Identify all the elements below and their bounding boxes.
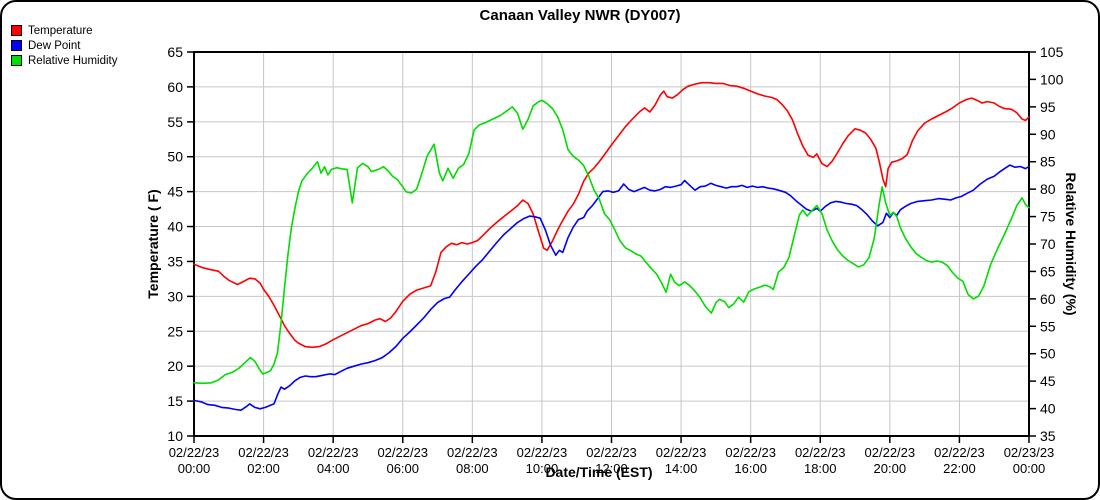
right-tick-label: 80 [1040,181,1056,197]
x-tick-time: 22:00 [943,461,976,476]
temperature-swatch-icon [11,25,22,36]
right-tick-label: 35 [1040,428,1056,444]
x-tick-date: 02/22/23 [865,445,916,460]
dew-point-swatch-icon [11,40,22,51]
x-tick-time: 10:00 [526,461,559,476]
relative-humidity-swatch-icon [11,55,22,66]
dew-point-line [193,164,1030,412]
legend-item-relative-humidity: Relative Humidity [11,53,117,68]
left-tick-label: 60 [167,79,183,95]
right-tick-label: 55 [1040,318,1056,334]
temperature-line [193,81,1030,349]
x-tick-date: 02/22/23 [169,445,220,460]
right-tick-label: 105 [1040,44,1064,60]
x-tick-time: 08:00 [456,461,489,476]
x-tick-date: 02/22/23 [238,445,289,460]
right-tick-label: 60 [1040,291,1056,307]
x-axis-label: Date/Time (EST) [545,464,653,480]
left-tick-label: 20 [167,358,183,374]
x-tick-date: 02/22/23 [517,445,568,460]
left-tick-label: 45 [167,184,183,200]
chart-title: Canaan Valley NWR (DY007) [479,7,681,24]
legend-label-temperature: Temperature [28,24,93,37]
x-tick-date: 02/22/23 [725,445,776,460]
x-tick-time: 14:00 [665,461,698,476]
right-tick-label: 65 [1040,263,1056,279]
x-tick-date: 02/22/23 [586,445,637,460]
right-tick-label: 45 [1040,373,1056,389]
left-tick-label: 50 [167,149,183,165]
legend-item-temperature: Temperature [11,23,117,38]
left-tick-label: 55 [167,114,183,130]
left-tick-label: 25 [167,323,183,339]
legend-item-dew-point: Dew Point [11,38,117,53]
left-tick-label: 10 [167,428,183,444]
right-tick-label: 50 [1040,346,1056,362]
x-tick-time: 04:00 [317,461,350,476]
right-tick-label: 95 [1040,99,1056,115]
right-tick-label: 75 [1040,209,1056,225]
right-tick-label: 70 [1040,236,1056,252]
x-tick-date: 02/22/23 [795,445,846,460]
x-tick-date: 02/23/23 [1004,445,1055,460]
left-tick-label: 15 [167,393,183,409]
x-tick-time: 02:00 [247,461,280,476]
right-tick-label: 40 [1040,401,1056,417]
right-tick-label: 100 [1040,71,1064,87]
legend-label-dew-point: Dew Point [28,39,81,52]
legend-label-relative-humidity: Relative Humidity [28,54,118,67]
relative-humidity-line [193,99,1030,385]
x-tick-time: 00:00 [1013,461,1046,476]
right-tick-label: 85 [1040,154,1056,170]
x-tick-time: 06:00 [386,461,419,476]
x-tick-date: 02/22/23 [447,445,498,460]
x-tick-time: 20:00 [874,461,907,476]
x-tick-date: 02/22/23 [934,445,985,460]
x-tick-date: 02/22/23 [308,445,359,460]
legend: Temperature Dew Point Relative Humidity [11,23,117,68]
left-tick-label: 40 [167,219,183,235]
x-tick-date: 02/22/23 [377,445,428,460]
right-tick-label: 90 [1040,126,1056,142]
left-tick-label: 35 [167,253,183,269]
x-tick-time: 18:00 [804,461,837,476]
left-tick-label: 65 [167,44,183,60]
x-tick-time: 12:00 [595,461,628,476]
left-tick-label: 30 [167,288,183,304]
x-tick-date: 02/22/23 [656,445,707,460]
x-tick-time: 00:00 [178,461,211,476]
x-tick-time: 16:00 [734,461,767,476]
